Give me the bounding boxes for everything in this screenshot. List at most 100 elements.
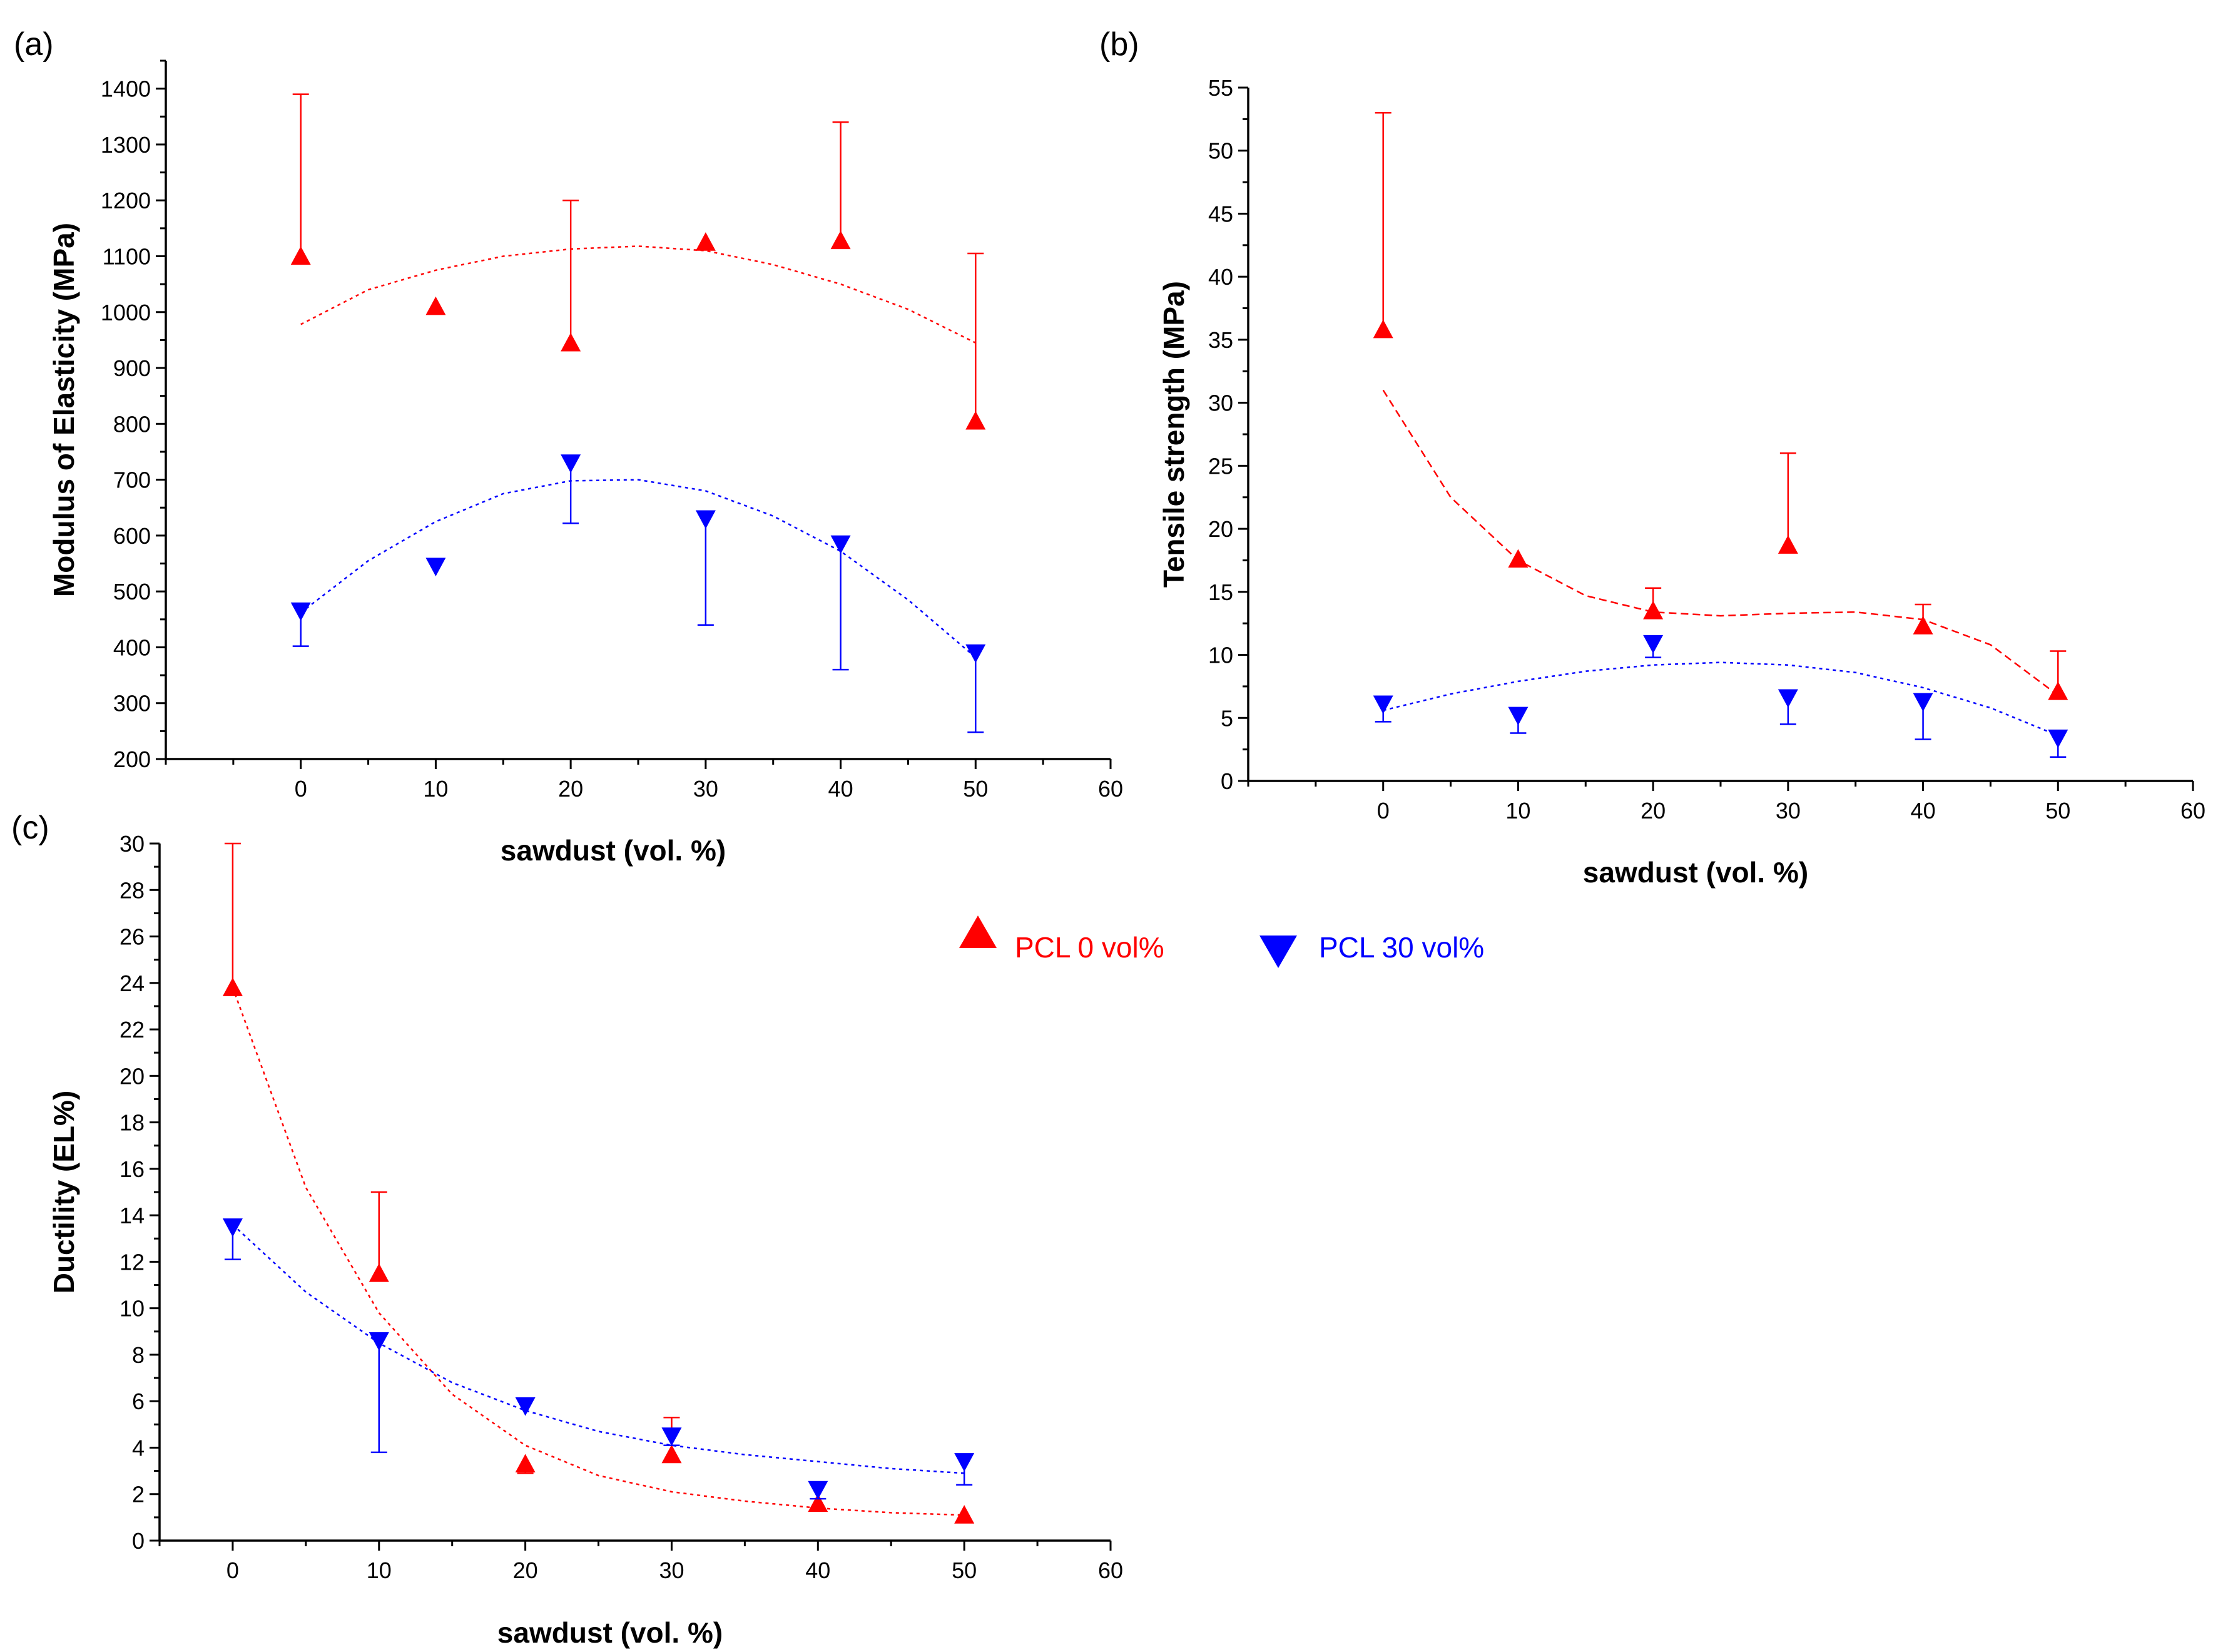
data-point [808, 1481, 828, 1500]
data-point [1913, 616, 1933, 635]
x-tick-label: 40 [828, 776, 853, 802]
x-tick-label: 30 [1776, 798, 1801, 823]
data-point [515, 1454, 536, 1473]
x-tick-label: 10 [1505, 798, 1530, 823]
y-tick-label: 500 [113, 579, 151, 604]
x-tick-label: 60 [1098, 1558, 1123, 1583]
series-pcl-0 [1373, 112, 2068, 700]
y-tick-label: 0 [132, 1528, 145, 1554]
panel-a: (a) 0 10 20 30 40 50 60 200 300 400 500 600 700 800 900… [14, 26, 1123, 867]
y-tick-label: 1200 [101, 188, 151, 213]
y-tick-label: 55 [1208, 75, 1233, 101]
x-axis-title: sawdust (vol. %) [497, 1616, 723, 1649]
y-axis-title: Tensile strength (MPa) [1157, 281, 1190, 588]
x-tick-label: 10 [367, 1558, 392, 1583]
data-point [2048, 729, 2068, 748]
data-point [369, 1263, 389, 1282]
y-tick-label: 12 [120, 1249, 145, 1275]
data-point [425, 296, 446, 315]
series-pcl-30 [222, 1218, 975, 1500]
panel-label: (b) [1099, 26, 1139, 63]
data-point [695, 232, 716, 251]
y-tick-label: 8 [132, 1342, 145, 1368]
data-point [1373, 319, 1393, 339]
series-pcl-0 [222, 842, 975, 1524]
x-tick-label: 10 [423, 776, 448, 802]
data-point [1643, 635, 1664, 654]
y-tick-label: 28 [120, 877, 145, 903]
y-tick-label: 35 [1208, 327, 1233, 353]
data-point [369, 1332, 389, 1351]
fit-curve [231, 987, 965, 1516]
y-axis-title: Ductility (EL%) [48, 1091, 80, 1294]
data-point [290, 246, 311, 265]
y-tick-label: 15 [1208, 579, 1233, 605]
data-point [1778, 689, 1798, 708]
x-tick-label: 0 [226, 1558, 239, 1583]
y-tick-label: 0 [1221, 768, 1233, 794]
data-point [695, 510, 716, 529]
x-axis-title: sawdust (vol. %) [1583, 856, 1808, 889]
fit-curve [300, 479, 977, 658]
x-axis-title: sawdust (vol. %) [501, 834, 726, 867]
data-point [965, 410, 986, 430]
x-tick-label: 20 [558, 776, 583, 802]
data-point [965, 644, 986, 663]
x-tick-label: 50 [963, 776, 988, 802]
y-tick-label: 22 [120, 1017, 145, 1043]
data-point [808, 1493, 828, 1512]
legend-marker-pcl-0 [959, 915, 997, 948]
panel-c: (c)0 10 20 30 40 50 60024681012141618202224262… [11, 810, 1123, 1649]
legend-marker-pcl-30 [1259, 936, 1297, 968]
data-point [1508, 549, 1529, 568]
y-tick-label: 800 [113, 411, 151, 437]
data-point [561, 332, 581, 352]
y-tick-label: 1300 [101, 132, 151, 158]
y-tick-label: 600 [113, 523, 151, 549]
y-tick-label: 16 [120, 1156, 145, 1182]
data-point [1778, 535, 1798, 554]
y-tick-label: 20 [1208, 516, 1233, 542]
data-point [1508, 706, 1529, 726]
x-tick-label: 20 [1641, 798, 1666, 823]
series-pcl-30 [1373, 635, 2068, 758]
y-tick-label: 1100 [103, 243, 151, 269]
y-tick-label: 200 [113, 747, 151, 772]
data-point [561, 454, 581, 473]
y-tick-label: 400 [113, 635, 151, 660]
x-tick-label: 40 [1911, 798, 1936, 823]
series-pcl-30 [290, 454, 986, 733]
data-point [2048, 681, 2068, 700]
data-point [830, 230, 851, 250]
y-axis-title: Modulus of Elasticity (MPa) [48, 223, 80, 597]
x-tick-label: 30 [693, 776, 718, 802]
x-tick-label: 50 [952, 1558, 977, 1583]
y-tick-label: 20 [120, 1063, 145, 1089]
data-point [1643, 601, 1664, 620]
x-tick-label: 0 [295, 776, 307, 802]
panel-b: (b) 0 10 20 30 40 50 60 0 5 10 15 20 25 30 35 40 45 50 55 sa… [1099, 26, 2205, 889]
y-tick-label: 300 [113, 691, 151, 716]
legend: PCL 0 vol% PCL 30 vol% [959, 915, 1484, 968]
y-tick-label: 5 [1221, 705, 1233, 731]
data-point [1373, 695, 1393, 715]
x-tick-label: 0 [1377, 798, 1390, 823]
y-tick-label: 6 [132, 1389, 145, 1414]
x-tick-label: 20 [513, 1558, 538, 1583]
y-tick-label: 1400 [101, 76, 151, 102]
series-pcl-0 [290, 93, 986, 430]
y-tick-label: 14 [120, 1203, 145, 1228]
y-tick-label: 30 [120, 831, 145, 857]
fit-curve [300, 245, 976, 344]
x-tick-label: 50 [2045, 798, 2070, 823]
fit-curve [1382, 389, 2059, 696]
data-point [954, 1505, 975, 1524]
data-point [425, 558, 446, 576]
y-tick-label: 40 [1208, 264, 1233, 290]
y-tick-label: 2 [132, 1482, 145, 1507]
fit-curve [232, 1224, 965, 1474]
y-tick-label: 30 [1208, 390, 1233, 416]
legend-label-pcl-0: PCL 0 vol% [1015, 931, 1164, 964]
panel-label: (c) [11, 810, 49, 846]
